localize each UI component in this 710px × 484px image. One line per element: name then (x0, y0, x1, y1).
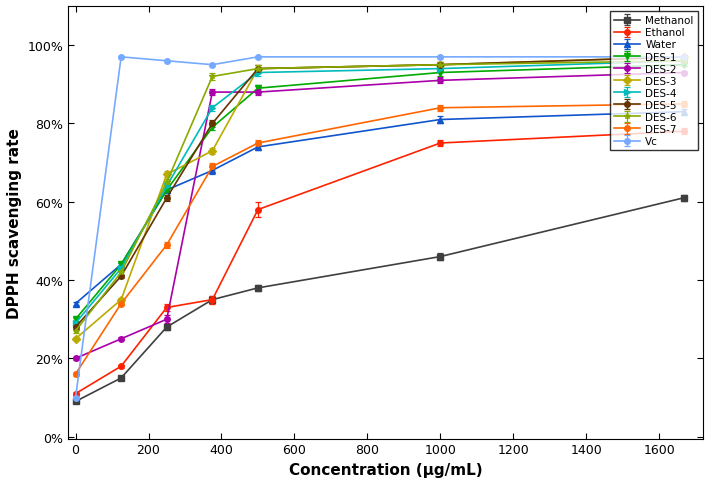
Y-axis label: DPPH scavenging rate: DPPH scavenging rate (7, 128, 22, 318)
Legend: Methanol, Ethanol, Water, DES-1, DES-2, DES-3, DES-4, DES-5, DES-6, DES-7, Vc: Methanol, Ethanol, Water, DES-1, DES-2, … (610, 12, 698, 151)
X-axis label: Concentration (μg/mL): Concentration (μg/mL) (289, 462, 483, 477)
